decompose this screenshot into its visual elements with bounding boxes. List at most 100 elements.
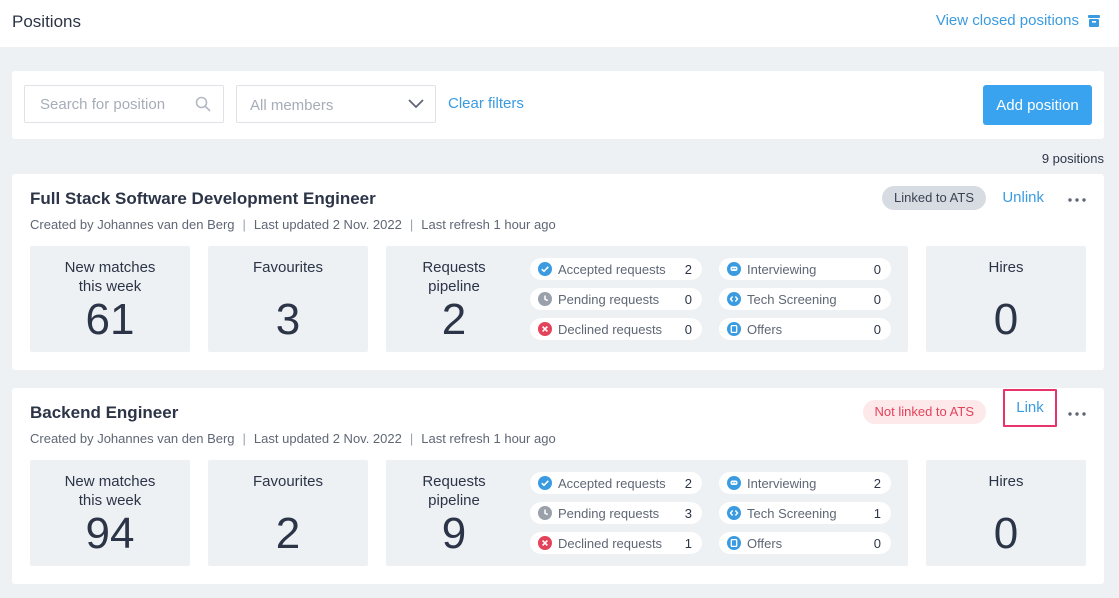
new-matches-label: New matches this week [64, 473, 156, 509]
requests-pipeline-value: 9 [441, 509, 467, 558]
position-title[interactable]: Backend Engineer [30, 403, 179, 422]
stage-label: Tech Screening [747, 506, 837, 521]
new-matches-value: 61 [85, 295, 135, 344]
filter-bar: All members Clear filters Add position [12, 71, 1104, 139]
check-circle-icon [538, 262, 552, 276]
favourites-value: 2 [275, 509, 301, 558]
clock-icon [538, 292, 552, 306]
hires-value: 0 [993, 509, 1019, 558]
new-matches-tile[interactable]: New matches this week 94 [30, 460, 190, 566]
position-meta: Created by Johannes van den Berg | Last up… [30, 217, 556, 232]
new-matches-tile[interactable]: New matches this week 61 [30, 246, 190, 352]
requests-pipeline-label: Requests pipeline [422, 473, 486, 509]
new-matches-value: 94 [85, 509, 135, 558]
favourites-tile[interactable]: Favourites 2 [208, 460, 368, 566]
pipeline-stage-declined-requests[interactable]: Declined requests 0 [530, 318, 702, 340]
favourites-value: 3 [275, 295, 301, 344]
positions-count: 9 positions [1041, 151, 1104, 166]
hires-tile[interactable]: Hires 0 [926, 460, 1086, 566]
pipeline-stage-accepted-requests[interactable]: Accepted requests 2 [530, 258, 702, 280]
favourites-tile[interactable]: Favourites 3 [208, 246, 368, 352]
requests-pipeline-label: Requests pipeline [422, 259, 486, 295]
more-options-icon[interactable] [1067, 191, 1087, 202]
pipeline-stage-offers[interactable]: Offers 0 [719, 318, 891, 340]
archive-box-icon [1088, 14, 1100, 27]
link-ats-button[interactable]: Link [1003, 389, 1057, 427]
view-closed-positions-link[interactable]: View closed positions [936, 12, 1101, 29]
document-icon [727, 536, 741, 550]
pipeline-stage-accepted-requests[interactable]: Accepted requests 2 [530, 472, 702, 494]
search-field[interactable] [24, 85, 224, 123]
hires-label: Hires [988, 259, 1024, 276]
chevron-down-icon [408, 99, 424, 109]
requests-pipeline-summary: Requests pipeline 9 [386, 460, 522, 566]
ats-status-badge: Linked to ATS [882, 186, 986, 210]
requests-pipeline-tile[interactable]: Requests pipeline 9 Accepted requests 2 Pend… [386, 460, 908, 566]
favourites-label: Favourites [252, 473, 324, 490]
pipeline-stage-pending-requests[interactable]: Pending requests 3 [530, 502, 702, 524]
stage-count: 2 [684, 476, 692, 491]
created-by-text: Created by Johannes van den Berg [30, 431, 235, 446]
stage-label: Accepted requests [558, 262, 666, 277]
created-by-text: Created by Johannes van den Berg [30, 217, 235, 232]
check-circle-icon [538, 476, 552, 490]
stage-count: 1 [873, 506, 881, 521]
clock-icon [538, 506, 552, 520]
requests-pipeline-summary: Requests pipeline 2 [386, 246, 522, 352]
add-position-button[interactable]: Add position [983, 85, 1092, 125]
unlink-ats-button[interactable]: Unlink [1002, 189, 1044, 206]
stage-count: 1 [684, 536, 692, 551]
hires-tile[interactable]: Hires 0 [926, 246, 1086, 352]
pipeline-stage-offers[interactable]: Offers 0 [719, 532, 891, 554]
meta-separator: | [242, 431, 246, 446]
stage-count: 0 [684, 322, 692, 337]
position-card: Full Stack Software Development Engineer… [12, 174, 1104, 370]
code-icon [727, 506, 741, 520]
top-bar: Positions View closed positions [0, 0, 1119, 47]
pipeline-stage-declined-requests[interactable]: Declined requests 1 [530, 532, 702, 554]
more-options-icon[interactable] [1067, 405, 1087, 416]
stage-label: Tech Screening [747, 292, 837, 307]
stage-label: Pending requests [558, 292, 660, 307]
position-meta: Created by Johannes van den Berg | Last up… [30, 431, 556, 446]
stage-label: Interviewing [747, 476, 817, 491]
last-updated-text: Last updated 2 Nov. 2022 [253, 431, 402, 446]
x-circle-icon [538, 536, 552, 550]
stage-count: 2 [684, 262, 692, 277]
search-input[interactable] [38, 95, 192, 114]
last-refresh-text: Last refresh 1 hour ago [421, 217, 556, 232]
pipeline-stage-interviewing[interactable]: Interviewing 0 [719, 258, 891, 280]
stage-count: 0 [873, 322, 881, 337]
chat-bubble-icon [727, 476, 741, 490]
stage-count: 2 [873, 476, 881, 491]
stage-label: Accepted requests [558, 476, 666, 491]
ats-status-badge: Not linked to ATS [862, 400, 986, 424]
document-icon [727, 322, 741, 336]
stage-label: Offers [747, 536, 783, 551]
hires-value: 0 [993, 295, 1019, 344]
position-card: Backend Engineer Created by Johannes van … [12, 388, 1104, 584]
pipeline-stage-tech-screening[interactable]: Tech Screening 1 [719, 502, 891, 524]
stage-label: Declined requests [558, 536, 663, 551]
requests-pipeline-tile[interactable]: Requests pipeline 2 Accepted requests 2 Pend… [386, 246, 908, 352]
pipeline-stage-pending-requests[interactable]: Pending requests 0 [530, 288, 702, 310]
stage-label: Interviewing [747, 262, 817, 277]
stage-count: 0 [684, 292, 692, 307]
clear-filters-link[interactable]: Clear filters [448, 95, 524, 112]
members-select[interactable]: All members [236, 85, 436, 123]
pipeline-stage-interviewing[interactable]: Interviewing 2 [719, 472, 891, 494]
requests-pipeline-value: 2 [441, 295, 467, 344]
favourites-label: Favourites [252, 259, 324, 276]
new-matches-label: New matches this week [64, 259, 156, 295]
chat-bubble-icon [727, 262, 741, 276]
stage-count: 0 [873, 536, 881, 551]
stage-count: 0 [873, 262, 881, 277]
pipeline-stage-tech-screening[interactable]: Tech Screening 0 [719, 288, 891, 310]
view-closed-positions-label: View closed positions [935, 12, 1079, 29]
stage-count: 0 [873, 292, 881, 307]
hires-label: Hires [988, 473, 1024, 490]
position-title[interactable]: Full Stack Software Development Engineer [30, 189, 376, 208]
stage-label: Pending requests [558, 506, 660, 521]
meta-separator: | [409, 431, 414, 446]
last-refresh-text: Last refresh 1 hour ago [421, 431, 556, 446]
